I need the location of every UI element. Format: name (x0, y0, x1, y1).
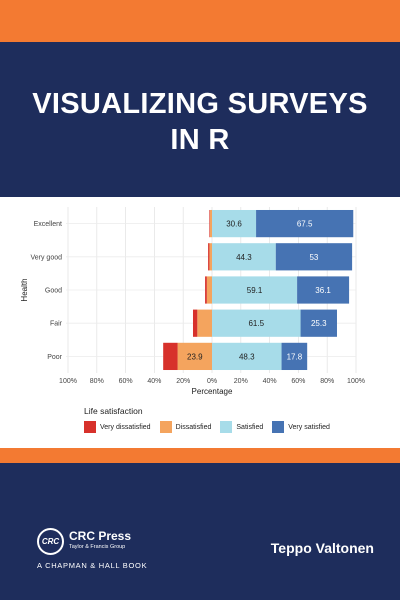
bar-dissatisfied (177, 342, 212, 371)
legend-swatch (159, 421, 172, 433)
x-axis-label: Percentage (192, 387, 233, 396)
bar-satisfied (212, 276, 298, 304)
y-axis-label: Health (20, 278, 29, 301)
legend-item: Very dissatisfied (84, 421, 151, 433)
bar-very-satisfied (281, 342, 308, 371)
diverging-bar-chart: 100% 80% 60% 40% 20% 0% 20% 40% 60% 80% 100% Excell… (20, 207, 365, 396)
bar-dissatisfied (209, 243, 212, 271)
x-tick-label: 40% (263, 378, 277, 385)
bar-very-dissatisfied (209, 209, 210, 238)
data-label: 48.3 (239, 352, 255, 361)
y-tick-label: Poor (47, 354, 62, 361)
y-tick-label: Very good (30, 254, 62, 261)
bar-very-dissatisfied (192, 309, 198, 337)
data-label: 59.1 (247, 286, 263, 295)
bar-satisfied (212, 309, 301, 337)
legend-item: Dissatisfied (159, 421, 212, 433)
x-tick-label: 20% (234, 378, 248, 385)
bar-very-satisfied (275, 243, 353, 271)
bar-very-satisfied (297, 276, 350, 304)
title-line-1: VISUALIZING SURVEYS (32, 88, 368, 120)
bar-very-satisfied (300, 309, 337, 337)
x-tick-label: 40% (147, 378, 161, 385)
legend-label: Satisfied (236, 423, 264, 431)
crc-press-logo-icon: CRC (37, 528, 64, 555)
bar-dissatisfied (206, 276, 212, 304)
y-tick-label: Good (45, 288, 62, 295)
x-tick-label: 0% (207, 378, 217, 385)
data-label: 25.3 (311, 319, 327, 328)
bar-very-dissatisfied (208, 243, 210, 271)
book-title: VISUALIZING SURVEYS IN R (0, 86, 400, 158)
data-label: 30.6 (226, 220, 242, 229)
legend-label: Very dissatisfied (100, 423, 151, 431)
x-tick-label: 80% (320, 378, 334, 385)
crc-logo-text: CRC (41, 537, 60, 546)
legend-label: Dissatisfied (175, 423, 212, 431)
legend-swatch (220, 421, 233, 433)
data-label: 17.8 (287, 352, 303, 361)
publisher-name: CRC Press (69, 529, 132, 543)
bar-satisfied (212, 342, 282, 371)
data-label: 36.1 (315, 286, 331, 295)
data-label: 44.3 (236, 253, 252, 262)
legend-swatch (84, 421, 96, 433)
legend-items: Very dissatisfied Dissatisfied Satisfied Ve… (84, 421, 384, 433)
x-tick-label: 100% (59, 378, 77, 385)
top-orange-stripe (0, 0, 400, 42)
x-tick-label: 60% (291, 378, 305, 385)
publisher-group: Taylor & Francis Group (69, 544, 126, 550)
data-label: 53 (309, 253, 318, 262)
x-tick-label: 60% (119, 378, 133, 385)
y-tick-label: Fair (50, 321, 63, 328)
bar-dissatisfied (209, 209, 212, 238)
legend-title: Life satisfaction (84, 406, 143, 416)
x-tick-label: 100% (347, 378, 365, 385)
legend-swatch (272, 421, 285, 433)
chart-panel: 100% 80% 60% 40% 20% 0% 20% 40% 60% 80% 100% Excell… (0, 197, 400, 448)
bar-satisfied (212, 209, 257, 238)
legend-label: Very satisfied (288, 423, 330, 431)
bar-very-dissatisfied (205, 276, 207, 304)
middle-orange-stripe (0, 448, 400, 463)
bar-satisfied (212, 243, 276, 271)
data-label: 67.5 (297, 220, 313, 229)
y-tick-label: Excellent (34, 221, 62, 228)
legend-item: Very satisfied (272, 421, 330, 433)
bar-dissatisfied (197, 309, 212, 337)
series-name: A CHAPMAN & HALL BOOK (37, 561, 148, 570)
data-label: 61.5 (248, 319, 264, 328)
bar-very-satisfied (256, 209, 354, 238)
legend-item: Satisfied (220, 421, 263, 433)
bar-very-dissatisfied (163, 342, 178, 371)
chart-legend: Life satisfaction Very dissatisfied Dissa… (84, 406, 384, 433)
title-line-2: IN R (170, 124, 230, 156)
author-name: Teppo Valtonen (270, 540, 374, 556)
x-tick-label: 20% (176, 378, 190, 385)
data-label: 23.9 (187, 352, 203, 361)
x-tick-label: 80% (90, 378, 104, 385)
